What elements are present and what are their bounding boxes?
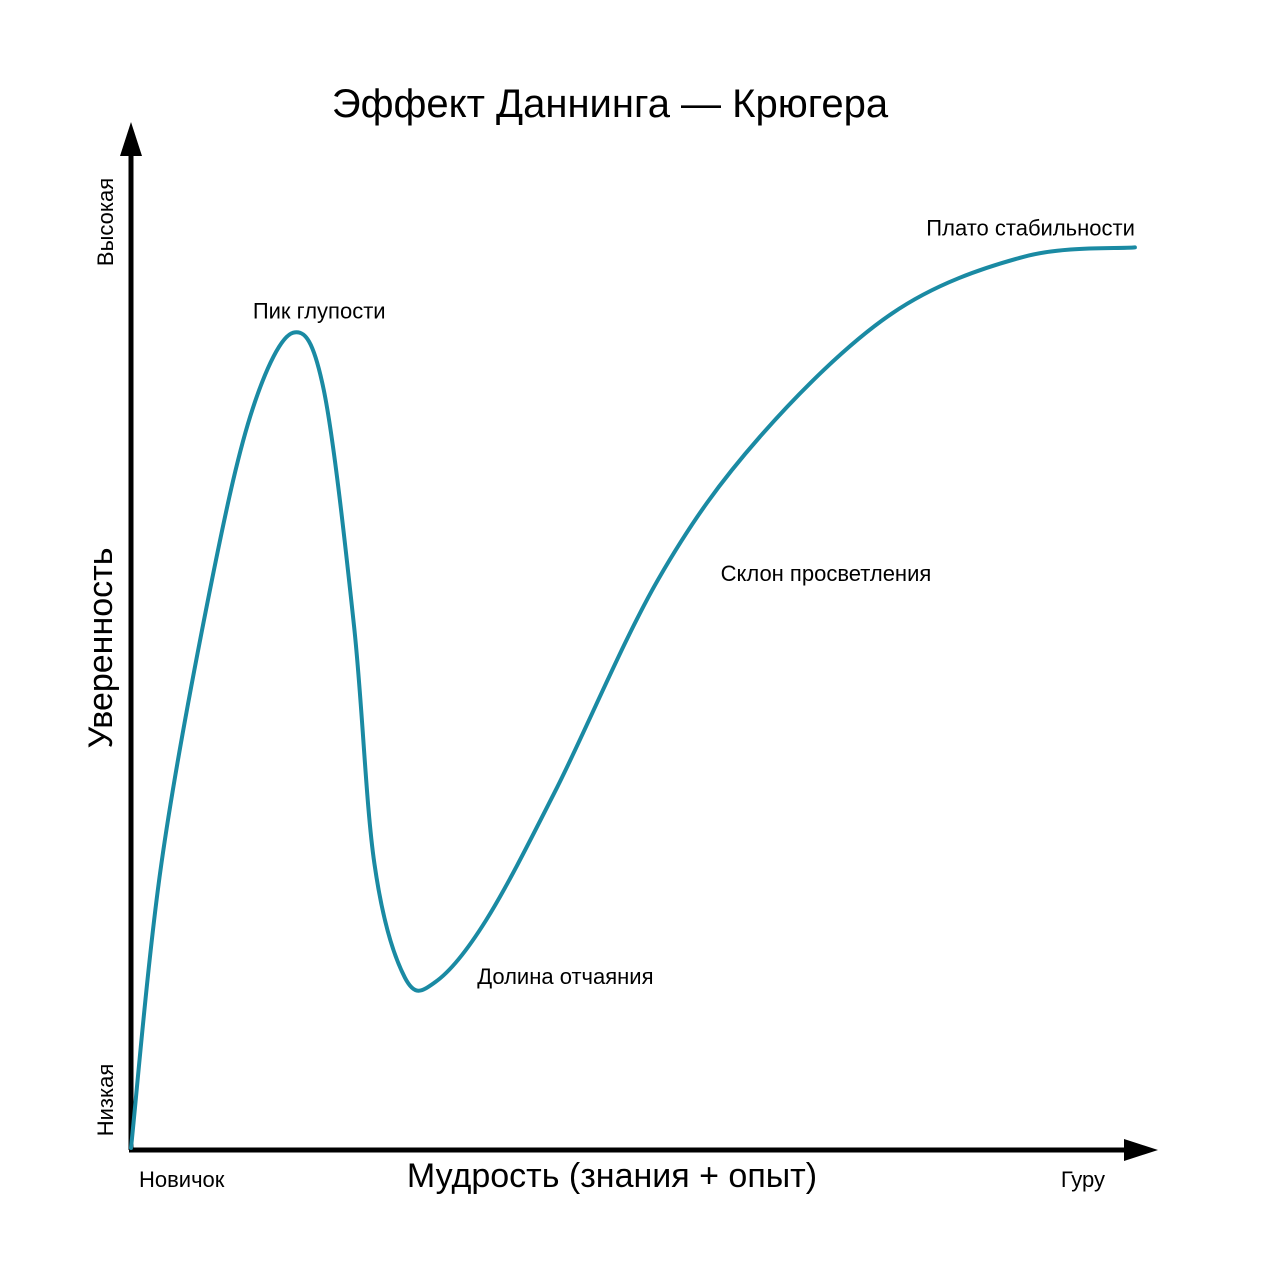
y-axis-title: Уверенность bbox=[82, 548, 120, 749]
annotation-3: Плато стабильности bbox=[926, 215, 1135, 240]
annotation-layer: Пик глупости Долина отчаяния Склон просвет… bbox=[253, 215, 1135, 989]
confidence-curve-0 bbox=[129, 245, 1137, 1150]
y-tick-low: Низкая bbox=[93, 1064, 118, 1137]
annotation-1: Долина отчаяния bbox=[477, 964, 653, 989]
x-axis-title: Мудрость (знания + опыт) bbox=[407, 1157, 817, 1195]
y-tick-high: Высокая bbox=[93, 178, 118, 266]
x-tick-start: Новичок bbox=[139, 1167, 225, 1192]
chart-title: Эффект Даннинга — Крюгера bbox=[332, 82, 889, 126]
annotation-2: Склон просветления bbox=[721, 561, 932, 586]
annotation-0: Пик глупости bbox=[253, 299, 386, 324]
y-axis-arrow-icon bbox=[120, 122, 142, 156]
x-tick-end: Гуру bbox=[1061, 1167, 1105, 1192]
x-axis-arrow-icon bbox=[1124, 1139, 1158, 1161]
series-layer bbox=[129, 245, 1137, 1150]
